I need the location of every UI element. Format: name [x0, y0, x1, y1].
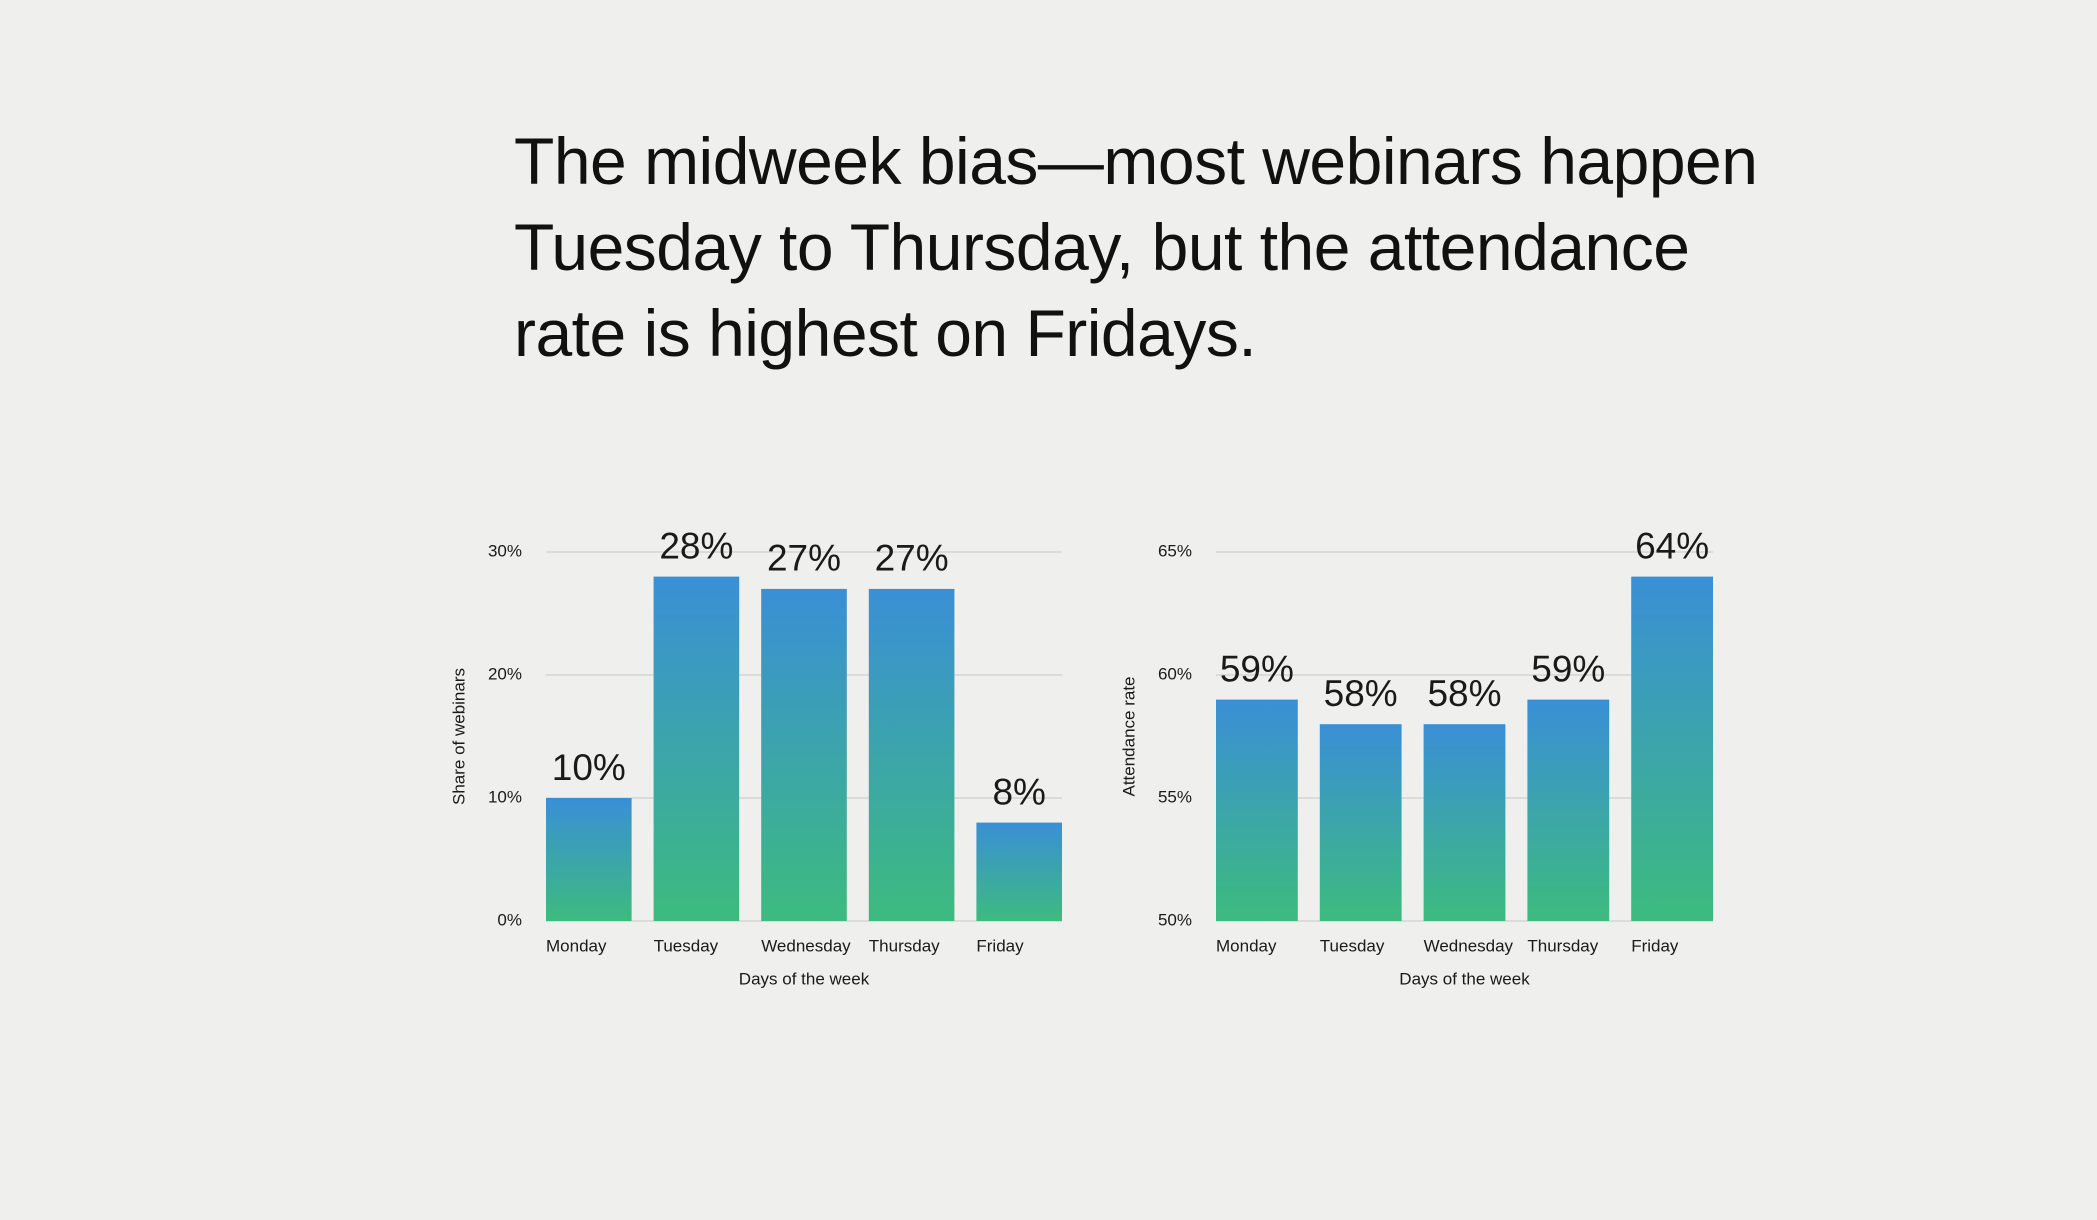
x-tick-label: Thursday [1527, 936, 1598, 955]
bar [1631, 576, 1713, 921]
value-label: 27% [875, 538, 949, 579]
x-tick-label: Thursday [869, 936, 940, 955]
y-axis-label: Share of webinars [449, 668, 468, 805]
bar [653, 576, 740, 921]
headline: The midweek bias—most webinars happen Tu… [514, 124, 1758, 370]
bar [1216, 699, 1298, 921]
value-label: 27% [767, 538, 841, 579]
bar [761, 588, 847, 921]
value-label: 64% [1635, 525, 1709, 566]
x-tick-label: Monday [546, 936, 607, 955]
x-tick-label: Friday [1631, 936, 1679, 955]
bar [976, 822, 1062, 921]
value-label: 59% [1531, 648, 1605, 689]
y-tick-label: 20% [488, 664, 522, 683]
y-tick-label: 55% [1158, 787, 1192, 806]
y-tick-label: 10% [488, 787, 522, 806]
value-label: 59% [1220, 648, 1294, 689]
value-label: 10% [552, 747, 626, 788]
x-axis-label: Days of the week [739, 969, 870, 988]
y-tick-label: 30% [488, 541, 522, 560]
y-axis-label: Attendance rate [1119, 676, 1138, 796]
x-tick-label: Friday [976, 936, 1024, 955]
bar [1319, 724, 1402, 921]
x-tick-label: Tuesday [654, 936, 719, 955]
bar [1423, 724, 1506, 921]
y-tick-label: 0% [497, 910, 522, 929]
x-tick-label: Wednesday [761, 936, 851, 955]
value-label: 28% [659, 525, 733, 566]
x-tick-label: Tuesday [1320, 936, 1385, 955]
x-tick-label: Wednesday [1424, 936, 1514, 955]
value-label: 8% [992, 771, 1045, 812]
y-tick-label: 60% [1158, 664, 1192, 683]
value-label: 58% [1427, 673, 1501, 714]
bar [546, 798, 632, 921]
value-label: 58% [1324, 673, 1398, 714]
x-tick-label: Monday [1216, 936, 1277, 955]
y-tick-label: 50% [1158, 910, 1192, 929]
bar [1527, 699, 1610, 921]
x-axis-label: Days of the week [1399, 969, 1530, 988]
bar [868, 588, 955, 921]
y-tick-label: 65% [1158, 541, 1192, 560]
